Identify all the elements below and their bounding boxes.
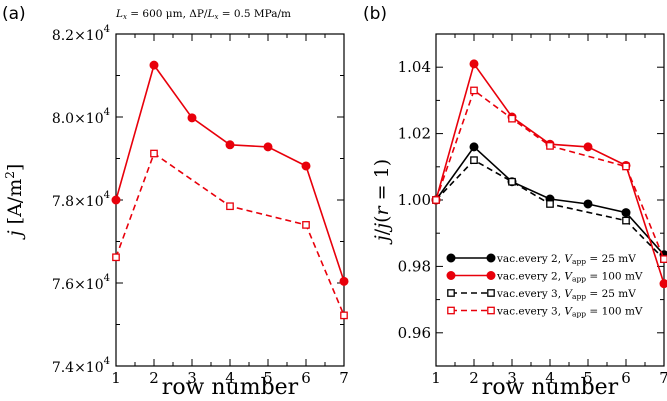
legend-label: vac.every 3, Vapp = 100 mV [496,306,643,319]
legend-marker [447,289,455,297]
y-tick-label: 1.02 [398,125,431,143]
data-point [508,177,516,186]
x-tick-label: 5 [263,369,273,387]
legend-marker [487,306,495,315]
panel-b-legend: vac.every 2, Vapp = 25 mV vac.every 2, Va… [446,253,643,319]
panel-a-x-axis-title: row number [162,375,299,400]
panel-a-axes: 1 2 3 4 5 6 7 7.4×104 7.6×104 7.8×104 8.0×104 8.2×1… [52,24,349,387]
x-tick-label: 6 [621,369,631,387]
y-tick-label: 1.04 [398,58,431,76]
x-tick-label: 5 [583,369,593,387]
data-point [339,276,349,286]
y-tick-label: 8.2×104 [52,24,110,44]
legend-marker [487,289,495,297]
data-point [225,140,235,150]
data-point [546,200,554,208]
data-point [546,142,554,150]
x-tick-label: 3 [507,369,517,387]
data-point [470,86,478,95]
data-point [187,113,197,123]
panel-b: (b) 1 2 3 4 5 6 7 0.96 0.98 1.00 1.02 1.04 vac.ever… [363,4,667,400]
data-point [583,142,593,152]
data-point [621,208,631,218]
legend-marker [446,271,456,280]
y-tick-label: 0.96 [398,324,431,342]
x-tick-label: 4 [225,369,235,387]
y-tick-label: 8.0×104 [52,107,110,127]
legend-marker [486,271,496,280]
panel-b-y-axis-title: j/j(r = 1) [371,159,393,245]
legend-marker [486,253,496,263]
data-point [659,279,667,289]
panel-a-y-axis-title: j [A/m2] [3,164,26,241]
x-tick-label: 2 [469,369,479,387]
panel-b-axes: 1 2 3 4 5 6 7 0.96 0.98 1.00 1.02 1.04 [398,33,667,387]
panel-a-label: (a) [2,4,26,24]
data-point [660,255,667,263]
data-point [263,142,273,152]
panel-a-annotation: Lx = 600 μm, ΔP/Lx = 0.5 MPa/m [115,8,291,21]
data-point [150,149,158,158]
data-point [432,196,440,204]
panel-a-frame [115,33,345,367]
x-tick-label: 1 [431,369,441,387]
x-tick-label: 3 [187,369,197,387]
y-tick-label: 7.4×104 [52,356,110,376]
legend-marker [447,306,455,315]
data-point [469,142,479,152]
data-point [302,221,310,229]
data-point [508,114,516,123]
y-tick-label: 1.00 [398,191,431,209]
panel-a-plot-area [111,60,349,320]
data-point [112,253,120,262]
x-tick-label: 7 [339,369,349,387]
panel-b-plot-area [431,59,667,289]
data-point [301,161,311,171]
x-tick-label: 2 [149,369,159,387]
legend-label: vac.every 2, Vapp = 25 mV [496,253,636,266]
y-tick-label: 7.6×104 [52,273,110,293]
y-tick-label: 7.8×104 [52,190,110,210]
data-point [583,199,593,209]
legend-label: vac.every 3, Vapp = 25 mV [496,288,636,301]
data-point [226,202,234,211]
x-tick-label: 4 [545,369,555,387]
panel-b-x-axis-title: row number [482,375,619,400]
data-point [622,162,630,171]
data-point [149,60,159,70]
series-line [435,62,665,284]
y-tick-label: 0.98 [398,257,431,275]
x-tick-label: 7 [659,369,667,387]
legend-label: vac.every 2, Vapp = 100 mV [496,271,643,284]
series-line [435,89,665,260]
legend-marker [446,253,456,263]
data-point [340,311,348,320]
series-line [435,159,665,260]
panel-b-label: (b) [363,4,387,24]
x-tick-label: 1 [111,369,121,387]
data-point [622,216,630,225]
data-point [111,195,121,205]
panel-a: (a) Lx = 600 μm, ΔP/Lx = 0.5 MPa/m 1 2 3 4 5… [2,4,349,400]
data-point [470,156,478,165]
x-tick-label: 6 [301,369,311,387]
data-point [469,59,479,69]
series-line [115,63,345,282]
